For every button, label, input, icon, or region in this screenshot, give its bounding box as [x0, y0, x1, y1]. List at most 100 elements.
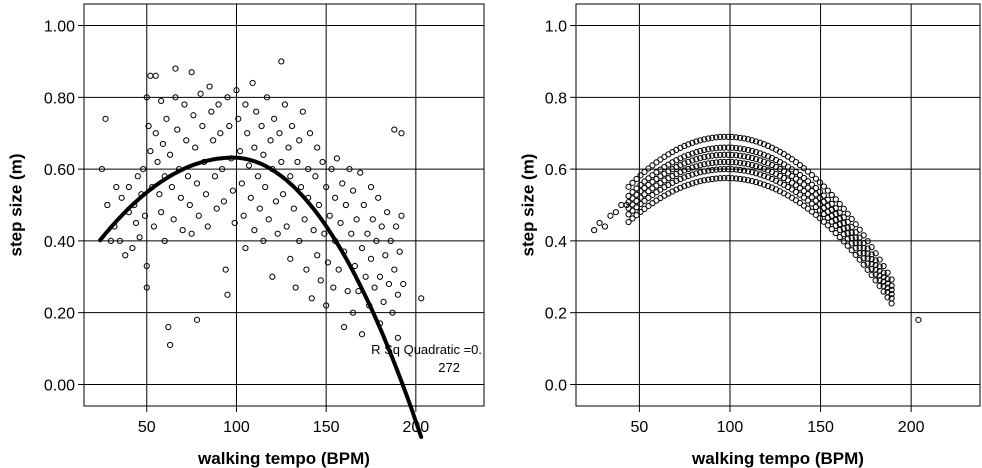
data-point: [741, 153, 748, 160]
data-point: [872, 250, 879, 257]
data-point: [733, 159, 740, 166]
data-point: [143, 284, 150, 291]
data-point: [693, 170, 700, 177]
data-point: [649, 178, 656, 185]
data-point: [824, 196, 831, 203]
data-point: [385, 280, 393, 288]
data-point: [685, 181, 692, 188]
data-point: [808, 208, 815, 215]
data-point: [637, 194, 644, 201]
data-point: [685, 172, 692, 180]
y-tick-label: 0.6: [545, 162, 567, 179]
data-point: [260, 151, 267, 158]
data-point: [697, 147, 704, 155]
data-point: [649, 185, 656, 192]
data-point: [236, 148, 244, 155]
data-point: [380, 298, 387, 306]
data-point: [820, 183, 827, 190]
data-point: [741, 146, 748, 153]
data-point: [224, 94, 231, 101]
data-point: [649, 172, 656, 179]
data-point: [705, 167, 712, 174]
data-point: [371, 284, 378, 291]
data-point: [832, 205, 839, 212]
x-tick-label: 50: [631, 419, 649, 436]
data-point: [820, 192, 827, 199]
data-point: [888, 295, 895, 302]
data-point: [693, 179, 700, 186]
data-point: [637, 172, 644, 179]
data-point: [816, 215, 823, 222]
data-point: [197, 90, 204, 97]
data-point: [808, 187, 815, 195]
data-point: [337, 219, 344, 227]
data-point: [312, 173, 319, 180]
data-point: [741, 135, 748, 142]
data-point: [645, 175, 652, 182]
data-point: [701, 168, 708, 175]
data-point: [262, 183, 269, 191]
data-point: [725, 133, 732, 140]
data-point: [721, 144, 728, 151]
y-tick-label: 0.8: [545, 90, 567, 107]
data-point: [222, 266, 229, 273]
data-point: [645, 165, 652, 172]
data-point: [213, 205, 220, 212]
data-point: [645, 202, 652, 210]
data-point: [888, 290, 895, 298]
data-point: [183, 137, 190, 144]
data-point: [122, 252, 129, 259]
data-point: [170, 216, 177, 223]
data-point: [357, 169, 364, 176]
data-point: [745, 153, 752, 161]
data-point: [868, 251, 875, 258]
data-point: [721, 158, 728, 166]
data-point: [689, 139, 696, 146]
data-point: [697, 137, 704, 144]
data-point: [260, 237, 267, 244]
data-point: [625, 183, 632, 190]
data-point: [346, 166, 353, 173]
data-point: [860, 232, 867, 239]
data-point: [745, 136, 752, 143]
data-point: [102, 115, 109, 122]
data-point: [721, 166, 728, 173]
data-point: [190, 112, 197, 119]
data-point: [836, 234, 843, 241]
data-point: [314, 252, 321, 259]
data-point: [804, 178, 811, 185]
data-point: [800, 174, 808, 182]
data-point: [306, 130, 314, 137]
data-point: [828, 206, 835, 213]
data-point: [141, 212, 149, 219]
data-point: [633, 212, 640, 219]
data-point: [709, 134, 716, 141]
data-point: [745, 168, 752, 175]
data-point: [166, 151, 174, 158]
data-point: [888, 282, 895, 289]
data-point: [235, 115, 242, 122]
data-point: [756, 164, 764, 171]
data-point: [310, 227, 317, 234]
data-point: [364, 230, 371, 237]
data-point: [800, 165, 808, 172]
data-point: [629, 215, 636, 222]
data-point: [625, 211, 632, 218]
data-point: [233, 87, 240, 94]
data-point: [104, 201, 111, 209]
data-point: [254, 173, 262, 180]
data-point: [217, 130, 224, 137]
data-point: [132, 219, 140, 227]
data-point: [154, 158, 161, 166]
data-point: [677, 169, 684, 176]
data-point: [697, 155, 704, 162]
data-point: [725, 166, 732, 173]
data-point: [143, 262, 150, 270]
data-point: [143, 94, 150, 101]
data-point: [177, 194, 184, 201]
data-point: [705, 146, 712, 153]
data-point: [876, 267, 883, 275]
data-point: [328, 166, 335, 173]
data-point: [733, 134, 740, 141]
